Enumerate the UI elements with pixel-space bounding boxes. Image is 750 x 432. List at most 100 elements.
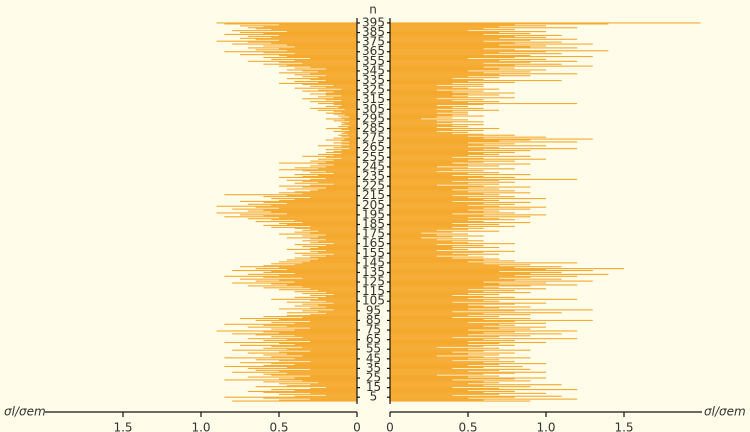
bar [390, 369, 500, 371]
bar [390, 33, 484, 36]
bar [318, 258, 357, 260]
bar [390, 210, 500, 212]
bar [310, 178, 357, 180]
bar [294, 174, 357, 176]
y-tick-label: 325 [362, 83, 385, 97]
bar [302, 355, 357, 357]
bar [390, 92, 515, 94]
bar [390, 344, 515, 346]
bar [390, 127, 437, 129]
bar [310, 388, 357, 390]
bar [333, 113, 357, 115]
bar [263, 209, 357, 211]
bar [390, 107, 484, 109]
bar [390, 190, 515, 192]
bar [390, 38, 578, 40]
bar [279, 360, 357, 362]
bar [325, 313, 357, 315]
bar [390, 180, 453, 182]
bar [279, 207, 357, 209]
bar [390, 142, 468, 144]
bar [341, 100, 357, 102]
bar [294, 322, 357, 324]
bar [390, 222, 531, 224]
bar [390, 341, 546, 344]
bar [390, 167, 468, 169]
bar [294, 87, 357, 89]
bar [302, 83, 357, 85]
bar [390, 317, 531, 320]
bar [390, 70, 468, 72]
bar [390, 97, 515, 99]
bar [232, 371, 357, 373]
bar [318, 81, 357, 84]
y-tick-label: 35 [366, 361, 381, 375]
bar [333, 183, 357, 185]
bar [390, 312, 562, 314]
bar [390, 357, 531, 359]
bar [325, 99, 357, 101]
bar [338, 126, 357, 128]
bar [390, 78, 453, 80]
bar [390, 372, 515, 374]
bar [247, 47, 357, 49]
bar [325, 118, 357, 120]
bar [224, 357, 357, 359]
bar [294, 264, 357, 266]
bar [294, 358, 357, 360]
bar [390, 392, 546, 394]
bar [390, 144, 484, 146]
y-tick-label: 55 [366, 342, 381, 356]
bar [279, 332, 357, 334]
bar [333, 159, 357, 161]
bar [390, 331, 515, 333]
bar [333, 293, 357, 296]
y-tick-label: 145 [362, 255, 385, 269]
bar [390, 131, 468, 133]
bar [390, 40, 484, 42]
y-tick-label: 355 [362, 54, 385, 68]
bar [302, 90, 357, 92]
bar [247, 390, 357, 392]
bar [279, 383, 357, 385]
bar [349, 148, 357, 150]
bar [390, 55, 531, 57]
bar [390, 49, 515, 51]
bar [390, 166, 437, 168]
bar [390, 233, 468, 235]
bar [390, 26, 500, 28]
bar [390, 285, 531, 287]
bar [390, 57, 468, 60]
bar [279, 318, 357, 321]
bar [390, 54, 484, 56]
y-tick-label: 365 [362, 44, 385, 58]
bar [271, 219, 357, 221]
bar [302, 98, 357, 100]
bar [224, 323, 357, 325]
bar [390, 201, 531, 203]
bar [390, 256, 484, 258]
bar [390, 100, 453, 102]
x-tick-label: 0 [353, 421, 361, 432]
y-tick-label: 125 [362, 275, 385, 289]
bar [318, 174, 357, 177]
bar [390, 334, 468, 336]
bar [390, 103, 578, 105]
bar [310, 101, 357, 103]
bar [341, 117, 357, 119]
bar [263, 56, 357, 59]
bar [390, 257, 453, 259]
bar [390, 161, 484, 163]
bar [286, 353, 357, 355]
bar [390, 378, 515, 380]
bar [390, 137, 484, 139]
bar [224, 341, 357, 344]
bar [390, 213, 453, 215]
bar [333, 130, 357, 132]
bar [390, 124, 484, 126]
bar [390, 294, 453, 297]
bar [263, 391, 357, 393]
bar [390, 320, 515, 322]
bar [224, 33, 357, 36]
bar [318, 109, 357, 111]
